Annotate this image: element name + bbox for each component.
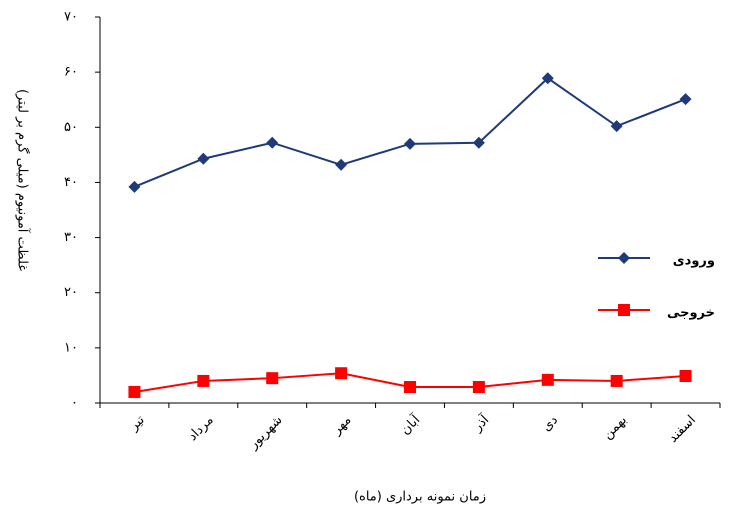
legend-marker [618,252,630,264]
y-tick-label: ۵۰ [64,120,78,135]
y-tick-label: ۰ [71,396,78,411]
y-tick-label: ۶۰ [64,65,78,80]
x-tick-label: اسفند [666,413,699,446]
legend-label: خروجی [667,306,715,321]
y-axis-label: غلظت آمونیوم (میلی گرم بر لیتر) [15,89,32,271]
point-marker [335,158,348,171]
y-tick-label: ۴۰ [64,175,78,190]
x-tick-label: آذر [468,410,493,435]
x-axis-label: زمان نمونه برداری (ماه) [354,490,486,505]
x-tick-label: مرداد [185,413,216,444]
x-tick-label: مهر [329,413,355,439]
point-marker [266,136,279,149]
point-marker [541,373,554,386]
point-marker [679,93,692,106]
y-tick-label: ۷۰ [64,10,78,25]
x-tick-label: دی [539,413,561,435]
x-tick-label: شهریور [245,413,285,453]
point-marker [404,137,416,150]
point-marker [266,372,279,385]
legend-marker [618,304,630,316]
y-tick-label: ۲۰ [64,285,78,300]
point-marker [335,367,348,380]
y-tick-label: ۱۰ [64,340,78,355]
point-marker [197,152,210,165]
series-line [134,76,686,188]
point-marker [404,381,416,394]
point-marker [128,385,141,398]
x-tick-label: بهمن [600,413,630,443]
x-tick-label: تیر [126,412,148,434]
legend-label: ورودی [673,254,715,269]
y-tick-label: ۳۰ [64,230,78,245]
point-marker [541,72,554,85]
point-marker [472,136,485,149]
point-marker [610,120,623,133]
point-marker [472,381,485,394]
point-marker [610,374,623,387]
point-marker [128,180,141,193]
x-tick-label: آبان [397,410,425,438]
point-marker [679,369,692,382]
point-marker [197,374,210,387]
